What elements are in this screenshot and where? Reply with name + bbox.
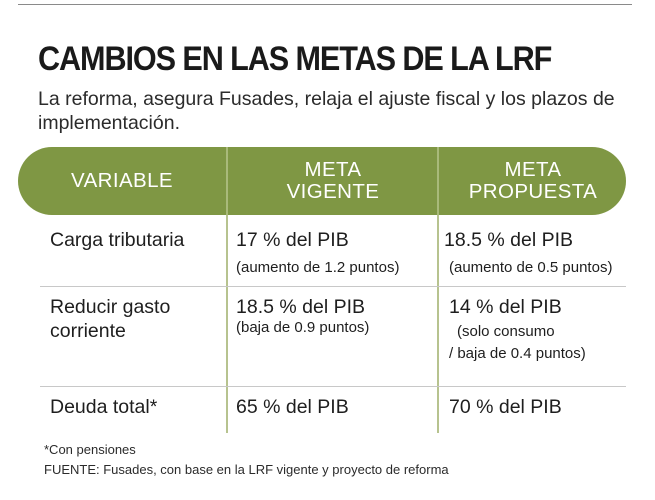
row-divider <box>40 386 626 387</box>
row-label-reducir-gasto: Reducir gasto <box>50 296 171 318</box>
header-propuesta-line2: PROPUESTA <box>468 180 598 203</box>
header-meta-propuesta: META PROPUESTA <box>440 147 626 215</box>
footnote: *Con pensiones <box>44 442 136 457</box>
header-vigente-line1: META <box>304 158 362 181</box>
column-separator <box>226 147 228 215</box>
meta-vigente-value: 17 % del PIB <box>236 229 349 251</box>
source-note: FUENTE: Fusades, con base en la LRF vige… <box>44 462 449 477</box>
meta-vigente-note: (aumento de 1.2 puntos) <box>236 259 400 276</box>
top-divider <box>18 4 632 5</box>
row-label-reducir-gasto-line2: corriente <box>50 320 126 342</box>
meta-vigente-note: (baja de 0.9 puntos) <box>236 319 370 336</box>
column-separator <box>437 147 439 215</box>
infographic-subtitle: La reforma, asegura Fusades, relaja el a… <box>38 88 615 134</box>
column-separator <box>226 215 228 433</box>
meta-propuesta-value: 14 % del PIB <box>449 296 562 318</box>
header-vigente-line2: VIGENTE <box>286 180 380 203</box>
row-label-deuda-total: Deuda total* <box>50 396 158 418</box>
meta-propuesta-value: 70 % del PIB <box>449 396 562 418</box>
row-label-carga-tributaria: Carga tributaria <box>50 229 185 251</box>
table-header: VARIABLE META VIGENTE META PROPUESTA <box>18 147 626 215</box>
row-divider <box>40 286 626 287</box>
meta-propuesta-note: (aumento de 0.5 puntos) <box>449 259 613 276</box>
meta-vigente-value: 18.5 % del PIB <box>236 296 365 318</box>
column-separator <box>437 215 439 433</box>
meta-vigente-value: 65 % del PIB <box>236 396 349 418</box>
meta-propuesta-value: 18.5 % del PIB <box>444 229 573 251</box>
meta-propuesta-note-line2: / baja de 0.4 puntos) <box>449 345 586 362</box>
header-variable-label: VARIABLE <box>71 169 173 192</box>
header-propuesta-line1: META <box>504 158 562 181</box>
header-variable: VARIABLE <box>18 147 226 215</box>
infographic-title: CAMBIOS EN LAS METAS DE LA LRF <box>38 40 552 78</box>
header-meta-vigente: META VIGENTE <box>228 147 438 215</box>
meta-propuesta-note: (solo consumo <box>457 323 555 340</box>
